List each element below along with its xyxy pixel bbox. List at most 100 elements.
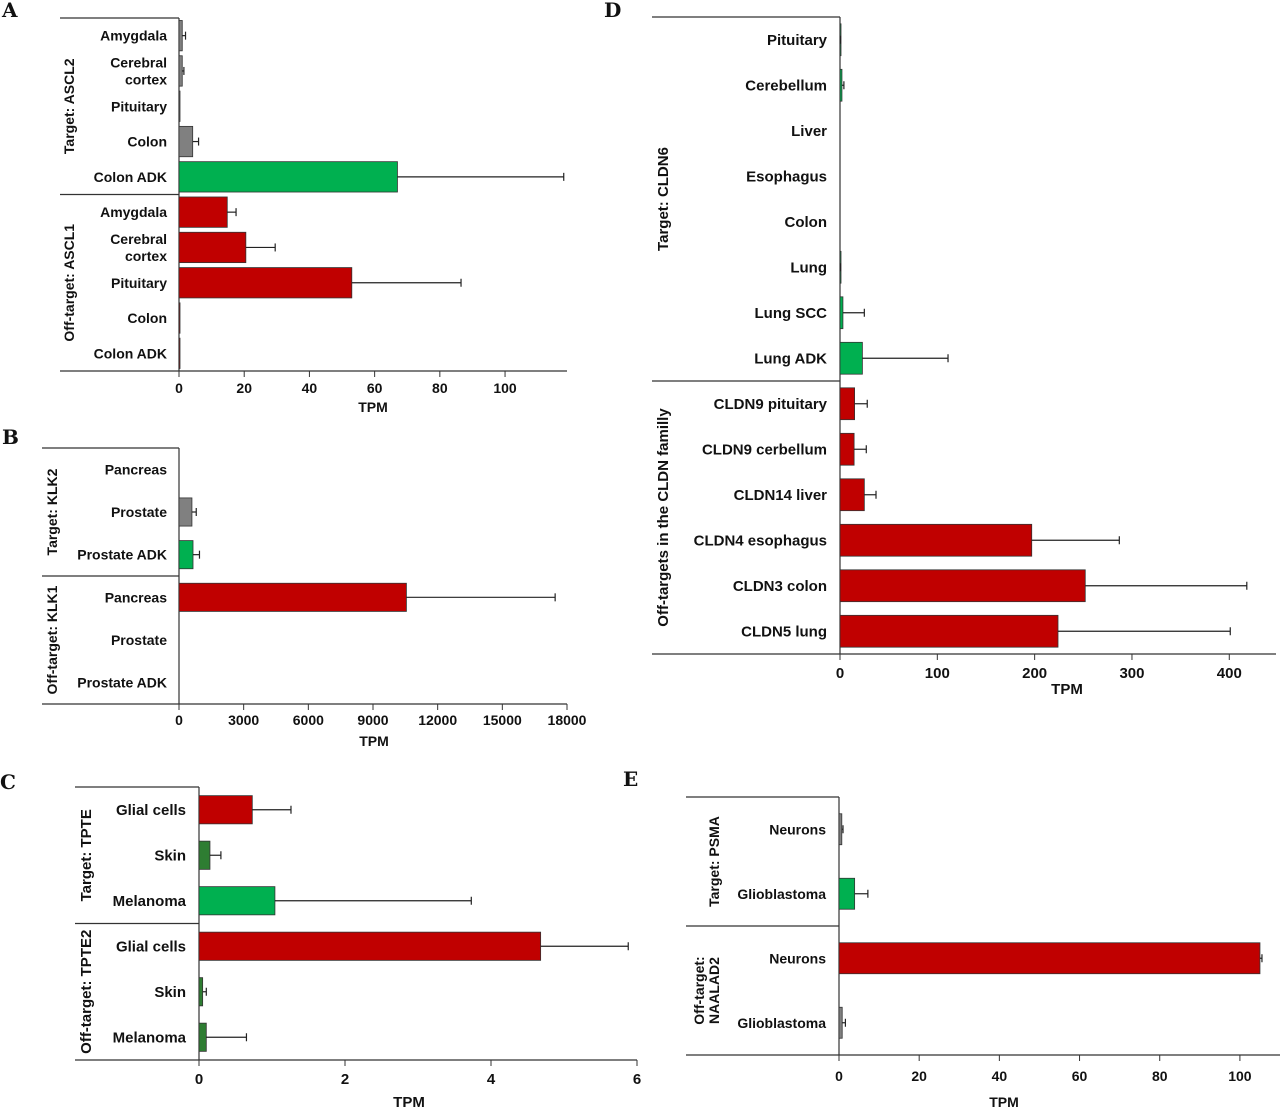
- bar: [198, 840, 211, 870]
- bar: [178, 161, 398, 193]
- category-label: Colon: [785, 214, 828, 231]
- bar: [839, 68, 843, 102]
- category-label: CLDN3 colon: [733, 578, 827, 595]
- category-label: Melanoma: [113, 1029, 187, 1046]
- category-label: Pancreas: [105, 589, 167, 605]
- category-label: Glial cells: [116, 802, 186, 819]
- panel-letter: B: [2, 425, 19, 449]
- x-tick-label: 6: [633, 1071, 641, 1088]
- panel-letter: C: [0, 770, 16, 794]
- category-label: CLDN5 lung: [741, 623, 827, 640]
- category-label: Neurons: [769, 821, 826, 837]
- x-tick-label: 18000: [548, 712, 587, 728]
- x-tick-label: 100: [1228, 1068, 1252, 1084]
- category-label: Pituitary: [111, 275, 167, 291]
- category-label: Glial cells: [116, 938, 186, 955]
- bar: [178, 231, 247, 264]
- bar: [839, 478, 865, 512]
- category-label: Lung ADK: [754, 350, 827, 367]
- bar: [838, 813, 843, 846]
- group-label: Target: ASCL2: [61, 58, 77, 154]
- bar: [198, 1022, 207, 1052]
- group-label: Target: CLDN6: [655, 147, 672, 251]
- bar: [178, 302, 181, 334]
- x-axis-title: TPM: [358, 399, 388, 415]
- category-label: cortex: [125, 71, 167, 87]
- category-label: CLDN4 esophagus: [694, 532, 827, 549]
- category-label: CLDN9 cerbellum: [702, 441, 827, 458]
- panel-letter: D: [604, 0, 621, 22]
- category-label: Amygdala: [100, 28, 167, 44]
- x-tick-label: 2: [341, 1071, 349, 1088]
- x-tick-label: 300: [1119, 665, 1144, 682]
- bar: [198, 931, 542, 961]
- category-label: Lung: [790, 259, 827, 276]
- bar: [838, 942, 1261, 975]
- x-axis-title: TPM: [359, 733, 389, 749]
- x-tick-label: 60: [367, 380, 383, 396]
- x-axis-title: TPM: [989, 1094, 1019, 1108]
- bar: [178, 267, 353, 299]
- x-axis-title: TPM: [1051, 681, 1083, 698]
- bar: [839, 387, 855, 421]
- x-tick-label: 100: [493, 380, 517, 396]
- category-label: Neurons: [769, 950, 826, 966]
- x-tick-label: 0: [175, 712, 183, 728]
- panel-letter: A: [1, 0, 18, 22]
- panel-d: D Target: CLDN6 Pituitary Cerebellum Liver Es…: [604, 0, 1276, 698]
- x-tick-label: 9000: [357, 712, 388, 728]
- bar: [839, 614, 1059, 648]
- bar: [178, 582, 407, 612]
- x-tick-label: 40: [302, 380, 318, 396]
- group-label: Off-target: KLK1: [44, 585, 60, 694]
- category-label: CLDN14 liver: [734, 487, 828, 504]
- x-tick-label: 60: [1072, 1068, 1088, 1084]
- x-tick-label: 20: [911, 1068, 927, 1084]
- x-tick-label: 80: [1152, 1068, 1168, 1084]
- category-label: Colon ADK: [94, 345, 167, 361]
- category-label: Liver: [791, 123, 827, 140]
- category-label: Colon: [127, 310, 167, 326]
- category-label: Prostate: [111, 632, 167, 648]
- bar: [198, 977, 204, 1007]
- category-label: Glioblastoma: [737, 886, 826, 902]
- category-label: Pancreas: [105, 461, 167, 477]
- bar: [178, 540, 194, 570]
- x-tick-label: 6000: [293, 712, 324, 728]
- x-tick-label: 20: [236, 380, 252, 396]
- category-label: Glioblastoma: [737, 1015, 826, 1031]
- category-label: Amygdala: [100, 204, 167, 220]
- x-tick-label: 0: [836, 665, 844, 682]
- category-label: Melanoma: [113, 893, 187, 910]
- bar: [178, 90, 181, 122]
- x-tick-label: 40: [992, 1068, 1008, 1084]
- panel-e: E Target: PSMA Neurons Glioblastoma Off-targ…: [623, 767, 1280, 1108]
- bar: [198, 795, 253, 825]
- bar: [839, 432, 855, 466]
- category-label: Lung SCC: [755, 305, 828, 322]
- category-label: Pituitary: [767, 32, 828, 49]
- group-label: Off-targets in the CLDN familly: [655, 408, 672, 627]
- category-label: Cerebral: [110, 54, 167, 70]
- bar: [839, 341, 863, 375]
- x-tick-label: 200: [1022, 665, 1047, 682]
- x-tick-label: 0: [195, 1071, 203, 1088]
- x-tick-label: 3000: [228, 712, 259, 728]
- bar: [178, 125, 194, 158]
- bar: [178, 497, 193, 527]
- x-tick-label: 12000: [418, 712, 457, 728]
- category-label: Skin: [154, 984, 186, 1001]
- category-label: Prostate ADK: [77, 547, 167, 563]
- bar: [198, 886, 276, 916]
- x-tick-label: 15000: [483, 712, 522, 728]
- group-label: Off-target: TPTE2: [78, 930, 95, 1054]
- category-label: Prostate ADK: [77, 675, 167, 691]
- group-label: Target: PSMA: [706, 816, 722, 907]
- panel-b: B Target: KLK2 Pancreas Prostate Prostate AD…: [2, 425, 587, 749]
- x-tick-label: 80: [432, 380, 448, 396]
- category-label: Pituitary: [111, 98, 167, 114]
- category-label: Cerebral: [110, 231, 167, 247]
- category-label: Cerebellum: [745, 77, 827, 94]
